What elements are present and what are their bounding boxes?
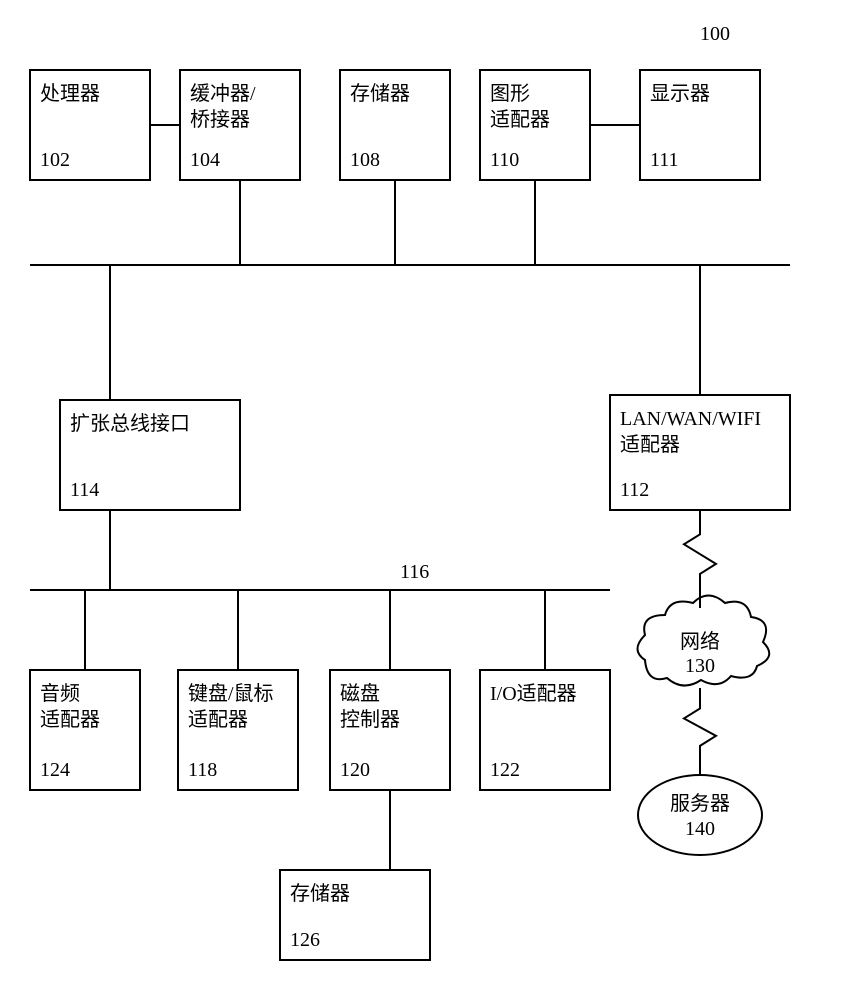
svg-text:140: 140	[685, 818, 715, 840]
svg-text:102: 102	[40, 149, 70, 171]
svg-text:存储器: 存储器	[290, 882, 350, 905]
svg-text:扩张总线接口: 扩张总线接口	[70, 412, 190, 435]
svg-text:处理器: 处理器	[40, 82, 100, 105]
bus2-number: 116	[400, 561, 429, 583]
svg-text:110: 110	[490, 149, 519, 171]
svg-text:服务器: 服务器	[670, 792, 730, 815]
svg-text:LAN/WAN/WIFI: LAN/WAN/WIFI	[620, 408, 761, 430]
svg-text:I/O适配器: I/O适配器	[490, 682, 577, 705]
svg-text:118: 118	[188, 759, 217, 781]
svg-text:108: 108	[350, 149, 380, 171]
svg-text:显示器: 显示器	[650, 83, 710, 105]
svg-text:122: 122	[490, 759, 520, 781]
svg-text:适配器: 适配器	[620, 433, 680, 456]
svg-text:桥接器: 桥接器	[190, 108, 250, 131]
svg-text:114: 114	[70, 479, 99, 501]
svg-text:磁盘: 磁盘	[340, 682, 380, 705]
svg-text:126: 126	[290, 929, 320, 951]
svg-text:存储器: 存储器	[350, 82, 410, 105]
svg-text:网络: 网络	[680, 630, 720, 653]
system-block-diagram: 100 处理器 102 缓冲器/桥接器 104 存储器 108 图形适配器 110 显示器 111 扩…	[0, 0, 868, 1000]
svg-text:音频: 音频	[40, 682, 80, 705]
svg-text:适配器: 适配器	[188, 708, 248, 731]
svg-text:缓冲器/: 缓冲器/	[190, 82, 256, 105]
svg-text:104: 104	[190, 149, 220, 171]
svg-text:图形: 图形	[490, 82, 530, 105]
svg-text:适配器: 适配器	[40, 708, 100, 731]
svg-text:键盘/鼠标: 键盘/鼠标	[188, 682, 274, 705]
svg-text:适配器: 适配器	[490, 108, 550, 131]
svg-text:130: 130	[685, 655, 715, 677]
svg-text:111: 111	[650, 149, 679, 171]
svg-text:124: 124	[40, 759, 70, 781]
svg-text:控制器: 控制器	[340, 708, 400, 731]
svg-text:112: 112	[620, 479, 649, 501]
system-number: 100	[700, 23, 730, 45]
svg-text:120: 120	[340, 759, 370, 781]
